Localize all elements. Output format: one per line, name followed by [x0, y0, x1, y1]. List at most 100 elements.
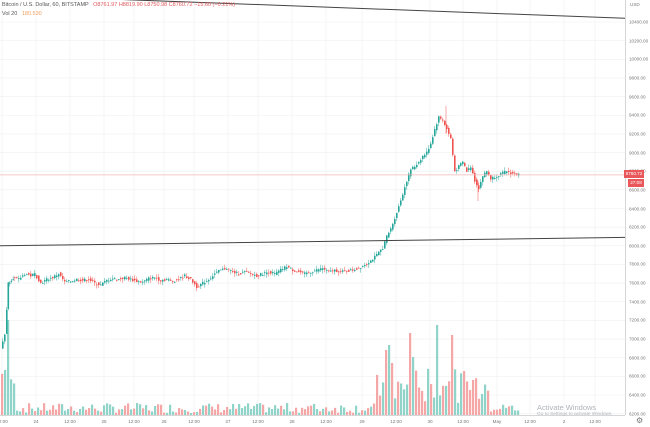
candle-body: [68, 280, 70, 282]
volume-bar: [415, 370, 418, 415]
time-axis[interactable]: 12:00 24 12:00 25 12:00 26 12:00 27 12:00 28 12:00…: [0, 415, 625, 427]
candle-body: [86, 280, 88, 281]
price-tick-label: 6800.00: [629, 355, 646, 361]
candle-body: [506, 171, 508, 173]
candle-body: [24, 274, 26, 276]
volume-bar: [328, 411, 331, 415]
candle-body: [198, 286, 200, 288]
volume-bar: [100, 411, 103, 415]
candle-body: [508, 170, 510, 172]
volume-indicator-label[interactable]: Vol 20: [2, 11, 18, 17]
volume-bar: [340, 405, 343, 415]
volume-bar: [271, 409, 274, 415]
volume-bar: [406, 384, 409, 415]
candle-body: [288, 265, 290, 268]
candle-body: [194, 281, 196, 285]
volume-bar: [19, 411, 22, 415]
candle-body: [516, 173, 518, 176]
volume-bar: [298, 412, 301, 415]
candle-body: [224, 268, 226, 270]
volume-bar: [352, 412, 355, 415]
price-tick-label: 9400.00: [629, 112, 646, 118]
candle-body: [200, 283, 202, 287]
candle-body: [282, 269, 284, 270]
volume-bar: [94, 408, 97, 415]
candle-body: [408, 173, 410, 181]
volume-bar: [70, 406, 73, 415]
volume-bar: [88, 408, 91, 415]
candle-body: [320, 268, 322, 271]
volume-bar: [268, 407, 271, 415]
volume-bar: [214, 409, 217, 415]
volume-bar: [475, 378, 478, 415]
candle-body: [302, 271, 304, 273]
volume-bar: [331, 410, 334, 415]
candle-body: [146, 278, 148, 281]
candle-body: [42, 282, 44, 284]
price-tick-label: 7400.00: [629, 299, 646, 305]
candle-body: [10, 280, 13, 282]
candle-body: [64, 279, 66, 282]
candle-body: [400, 200, 402, 206]
symbol-title[interactable]: Bitcoin / U.S. Dollar, 60, BITSTAMP: [2, 2, 89, 8]
candle-body: [34, 273, 36, 277]
volume-bar: [208, 403, 211, 415]
volume-bar: [412, 357, 415, 415]
volume-bar: [220, 412, 223, 415]
countdown-tag: 27:08: [628, 179, 644, 187]
volume-bar: [190, 412, 193, 415]
volume-bar: [130, 409, 133, 415]
candle-body: [452, 138, 454, 155]
candle-body: [36, 275, 38, 279]
candle-body: [434, 129, 436, 137]
time-tick-label: 29: [359, 419, 365, 424]
volume-bar: [286, 403, 289, 415]
price-tick-label: 9800.00: [629, 75, 646, 81]
candle-body: [502, 171, 504, 174]
volume-bar: [64, 410, 67, 415]
volume-bar: [349, 410, 352, 415]
candle-body: [186, 276, 188, 278]
candle-body: [386, 235, 388, 243]
volume-bar: [244, 406, 247, 415]
candle-body: [352, 269, 354, 271]
volume-bar: [250, 408, 253, 415]
candle-body: [26, 274, 28, 276]
price-chart-plot[interactable]: [0, 0, 625, 415]
volume-bar: [34, 411, 37, 415]
candle-body: [250, 272, 252, 274]
candle-body: [9, 282, 11, 284]
candle-body: [482, 176, 484, 183]
candle-body: [344, 270, 346, 272]
volume-bar: [193, 412, 196, 415]
settings-gear-icon[interactable]: ⚙: [636, 416, 644, 425]
currency-label[interactable]: USD: [630, 2, 640, 7]
price-axis[interactable]: USD 10400.00 10200.00 10000.00 9800.00 9600.…: [625, 0, 650, 416]
candle-body: [182, 277, 184, 279]
volume-bar: [22, 408, 25, 415]
candle-body: [394, 219, 396, 224]
volume-bar: [385, 350, 388, 415]
volume-bar: [358, 412, 361, 415]
candle-body: [498, 176, 500, 178]
candle-body: [118, 279, 120, 280]
candle-body: [300, 270, 302, 273]
volume-bar: [169, 404, 172, 415]
volume-bar: [418, 387, 421, 415]
candle-body: [310, 272, 312, 274]
candle-body: [60, 272, 62, 276]
candle-body: [448, 128, 450, 134]
candle-body: [232, 271, 234, 272]
volume-bar: [310, 405, 313, 415]
candle-body: [52, 277, 54, 279]
time-tick-label: 12:00: [320, 419, 332, 424]
candle-body: [460, 163, 462, 166]
volume-bar: [136, 403, 139, 415]
price-tick-label: 10000.00: [629, 56, 649, 62]
volume-bar: [187, 411, 190, 415]
candle-body: [218, 269, 220, 273]
volume-bar: [493, 409, 496, 415]
candle-body: [412, 166, 414, 170]
candle-body: [490, 175, 492, 180]
